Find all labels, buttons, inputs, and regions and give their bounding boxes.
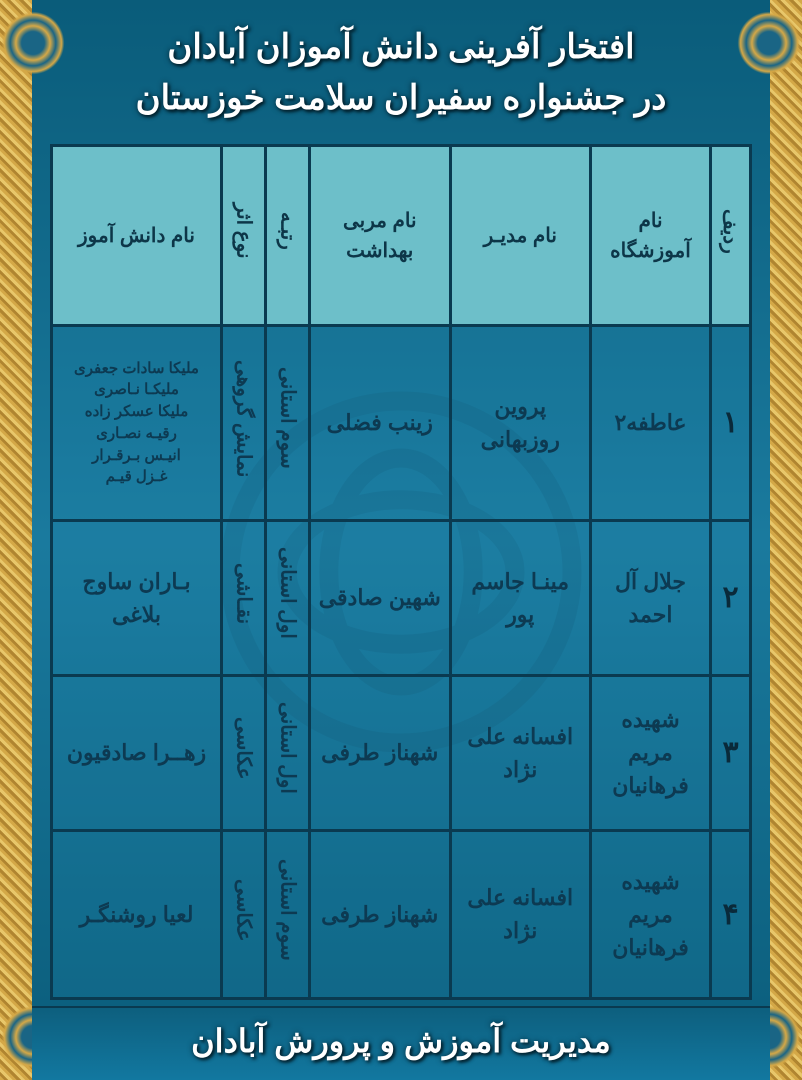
table-row: ۳شهیده مریم فرهانیانافسانه علی نژادشهناز…: [52, 675, 751, 830]
col-header-principal: نام مدیـر: [450, 146, 591, 326]
table-row: ۴شهیده مریم فرهانیانافسانه علی نژادشهناز…: [52, 830, 751, 998]
col-header-health-coach: نام مربی بهداشت: [310, 146, 451, 326]
school-name: شهیده مریم فرهانیان: [591, 675, 711, 830]
col-header-work-type: نوع اثر: [222, 146, 266, 326]
footer: مدیریت آموزش و پرورش آبادان: [32, 1006, 770, 1080]
rank: سوم استانی: [266, 326, 310, 521]
health-coach-name: شهناز طرفی: [310, 675, 451, 830]
student-names: زهــرا صادقیون: [52, 675, 222, 830]
school-name: جلال آل احمد: [591, 520, 711, 675]
col-header-row: ردیف: [711, 146, 751, 326]
health-coach-name: شهین صادقی: [310, 520, 451, 675]
table-header-row: ردیف نام آموزشگاه نام مدیـر نام مربی بهد…: [52, 146, 751, 326]
health-coach-name: شهناز طرفی: [310, 830, 451, 998]
principal-name: پروین روزبهانی: [450, 326, 591, 521]
rank: اول استانی: [266, 520, 310, 675]
rank: اول استانی: [266, 675, 310, 830]
row-number: ۱: [711, 326, 751, 521]
title-line-1: افتخار آفرینی دانش آموزان آبادان: [72, 22, 730, 73]
row-number: ۲: [711, 520, 751, 675]
footer-text: مدیریت آموزش و پرورش آبادان: [32, 1022, 770, 1060]
rank: سوم استانی: [266, 830, 310, 998]
row-number: ۳: [711, 675, 751, 830]
title-line-2: در جشنواره سفیران سلامت خوزستان: [72, 73, 730, 124]
student-names: ملیکا سادات جعفریملیکـا نـاصریملیکا عسکر…: [52, 326, 222, 521]
awards-table: ردیف نام آموزشگاه نام مدیـر نام مربی بهد…: [50, 144, 752, 1000]
page-title: افتخار آفرینی دانش آموزان آبادان در جشنو…: [32, 0, 770, 138]
col-header-student: نام دانش آموز: [52, 146, 222, 326]
work-type: عکاسی: [222, 675, 266, 830]
principal-name: افسانه علی نژاد: [450, 675, 591, 830]
student-names: بـاران ساوج بلاغی: [52, 520, 222, 675]
work-type: نقـاشی: [222, 520, 266, 675]
principal-name: افسانه علی نژاد: [450, 830, 591, 998]
table-row: ۲جلال آل احمدمینـا جاسم پورشهین صادقیاول…: [52, 520, 751, 675]
work-type: نمایش گروهی: [222, 326, 266, 521]
health-coach-name: زینب فضلی: [310, 326, 451, 521]
col-header-school: نام آموزشگاه: [591, 146, 711, 326]
work-type: عکاسی: [222, 830, 266, 998]
principal-name: مینـا جاسم پور: [450, 520, 591, 675]
school-name: عاطفه۲: [591, 326, 711, 521]
school-name: شهیده مریم فرهانیان: [591, 830, 711, 998]
table-row: ۱عاطفه۲پروین روزبهانیزینب فضلیسوم استانی…: [52, 326, 751, 521]
row-number: ۴: [711, 830, 751, 998]
student-names: لعیا روشنگـر: [52, 830, 222, 998]
col-header-rank: رتبـه: [266, 146, 310, 326]
